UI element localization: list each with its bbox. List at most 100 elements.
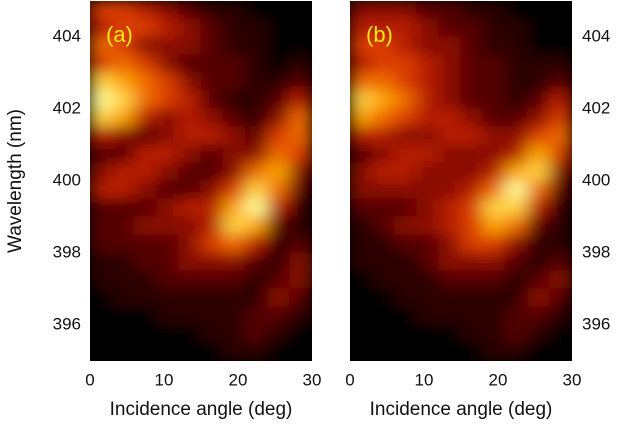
heatmap-cell [156, 324, 180, 344]
heatmap-cell [504, 324, 529, 344]
heatmap-cell [482, 180, 506, 200]
heatmap-cell [200, 36, 224, 56]
heatmap-cell [504, 18, 529, 38]
heatmap-cell [156, 144, 180, 164]
heatmap-cell [460, 198, 484, 218]
heatmap-cell [111, 18, 135, 38]
heatmap-cell [111, 270, 135, 290]
heatmap-cell [133, 252, 158, 272]
heatmap-cell [244, 108, 269, 128]
heatmap-cell [244, 18, 269, 38]
panel-label: (a) [106, 22, 133, 47]
heatmap-cell [350, 1, 373, 20]
heatmap-cell [289, 72, 312, 92]
heatmap-cell [244, 162, 269, 182]
heatmap-cell [460, 126, 484, 146]
heatmap-cell [371, 198, 395, 218]
x-tick-label: 30 [303, 370, 322, 389]
heatmap-cell [416, 306, 440, 326]
heatmap-cell [133, 144, 158, 164]
heatmap-cell [527, 1, 551, 20]
heatmap-cell [90, 162, 113, 182]
heatmap-cell [350, 180, 373, 200]
heatmap-cell [111, 54, 135, 74]
heatmap-cell [90, 72, 113, 92]
heatmap-cell [549, 270, 572, 290]
heatmap-cell [549, 252, 572, 272]
heatmap-cell [133, 90, 158, 110]
x-axis-label: Incidence angle (deg) [110, 399, 293, 420]
y-tick-label: 400 [582, 170, 610, 189]
heatmap-cell [393, 144, 418, 164]
heatmap-cell [200, 324, 224, 344]
heatmap-cell [178, 144, 202, 164]
heatmap-cell [393, 306, 418, 326]
heatmap-cell [393, 180, 418, 200]
heatmap-cell [133, 198, 158, 218]
heatmap-cell [527, 216, 551, 236]
heatmap-cell [222, 198, 246, 218]
heatmap-cell [350, 342, 373, 361]
heatmap-cell [90, 270, 113, 290]
heatmap-cell [350, 306, 373, 326]
heatmap-cell [244, 288, 269, 308]
heatmap-cell [482, 162, 506, 182]
heatmap-cell [156, 1, 180, 20]
heatmap-cell [178, 162, 202, 182]
heatmap-cell [222, 144, 246, 164]
heatmap-cell [350, 288, 373, 308]
heatmap-cell [156, 18, 180, 38]
heatmap-cell [393, 126, 418, 146]
heatmap-cell [200, 270, 224, 290]
heatmap-cell [156, 342, 180, 361]
heatmap-cell [393, 36, 418, 56]
heatmap-cell [416, 72, 440, 92]
heatmap-cell [90, 234, 113, 254]
heatmap-cell [90, 288, 113, 308]
heatmap-cell [267, 144, 291, 164]
heatmap-cell [416, 90, 440, 110]
heatmap-cell [178, 234, 202, 254]
heatmap-cell [393, 270, 418, 290]
heatmap-cell [111, 306, 135, 326]
heatmap-cell [438, 54, 462, 74]
heatmap-cell [244, 54, 269, 74]
heatmap-cell [267, 216, 291, 236]
heatmap-cell [438, 18, 462, 38]
heatmap-cell [133, 1, 158, 20]
heatmap-cell [178, 342, 202, 361]
heatmap-cell [222, 72, 246, 92]
heatmap-cell [460, 36, 484, 56]
heatmap-cell [178, 216, 202, 236]
heatmap-cell [527, 144, 551, 164]
heatmap-cell [416, 54, 440, 74]
heatmap-cell [438, 216, 462, 236]
heatmap-cell [350, 234, 373, 254]
heatmap-cell [482, 126, 506, 146]
heatmap-cell [350, 324, 373, 344]
heatmap-cell [267, 324, 291, 344]
heatmap-cell [482, 72, 506, 92]
heatmap-cell [460, 306, 484, 326]
heatmap-cell [90, 144, 113, 164]
heatmap-cell [350, 108, 373, 128]
heatmap-cell [460, 234, 484, 254]
heatmap-cell [111, 108, 135, 128]
heatmap-cell [156, 270, 180, 290]
heatmap-cell [267, 18, 291, 38]
y-tick-label: 404 [53, 26, 81, 45]
heatmap-cell [416, 1, 440, 20]
heatmap-cell [178, 18, 202, 38]
heatmap-cell [156, 234, 180, 254]
heatmap-cell [371, 324, 395, 344]
heatmap-cell [504, 1, 529, 20]
heatmap-cell [178, 180, 202, 200]
heatmap-cell [178, 126, 202, 146]
heatmap-cell [178, 252, 202, 272]
heatmap-cell [393, 324, 418, 344]
heatmap-cell [90, 342, 113, 361]
x-tick-label: 10 [155, 370, 174, 389]
heatmap-cell [156, 288, 180, 308]
heatmap-cell [416, 324, 440, 344]
heatmap-cell [527, 108, 551, 128]
